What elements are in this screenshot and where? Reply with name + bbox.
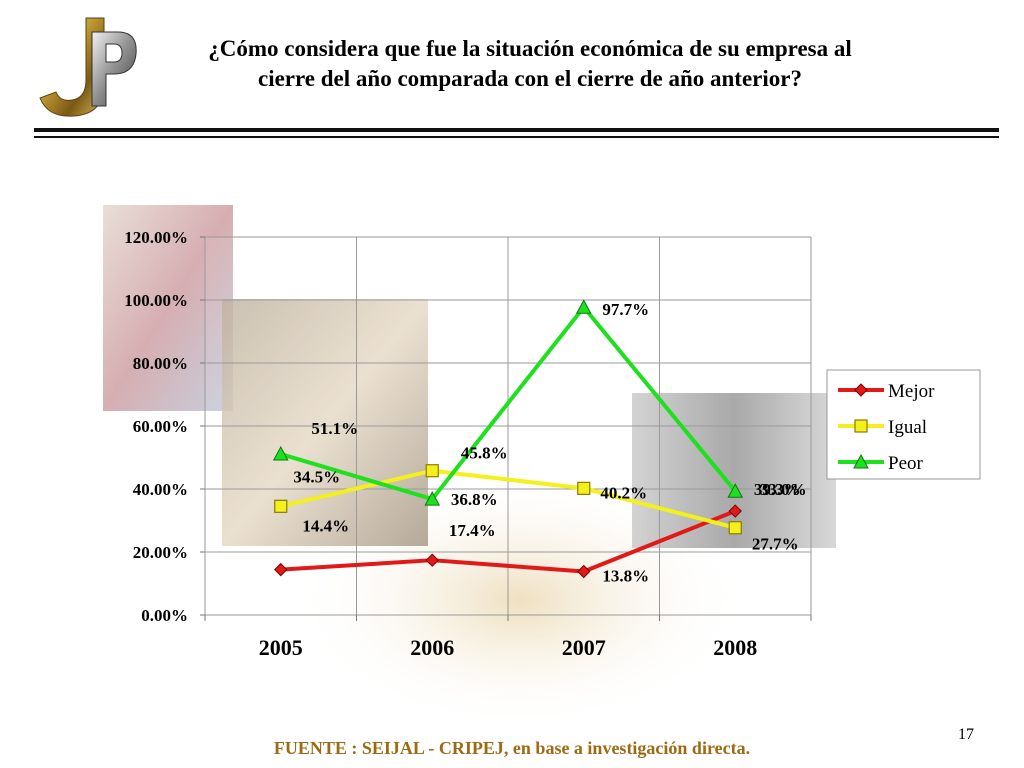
slide-title-line-1: ¿Cómo considera que fue la situación eco… bbox=[208, 36, 852, 61]
x-tick-label: 2008 bbox=[713, 635, 757, 660]
data-point-igual bbox=[728, 521, 742, 535]
data-label-igual: 34.5% bbox=[293, 467, 340, 486]
chart-gridlines bbox=[204, 236, 812, 616]
legend-label-igual: Igual bbox=[888, 417, 927, 438]
legend-marker-mejor bbox=[854, 383, 868, 397]
data-label-mejor: 13.8% bbox=[602, 567, 649, 586]
data-point-peor bbox=[424, 491, 441, 506]
data-label-peor: 39.3% bbox=[754, 480, 801, 499]
legend-label-peor: Peor bbox=[888, 453, 924, 474]
chart-legend: Mejor Igual Peor bbox=[826, 369, 981, 480]
data-point-peor bbox=[272, 445, 289, 461]
chart-axes: 0.00% 20.00% 40.00% 60.00% 80.00% 100.00% 120.… bbox=[124, 228, 812, 660]
data-point-igual bbox=[577, 481, 591, 495]
data-point-mejor bbox=[577, 564, 591, 579]
chart-series bbox=[272, 299, 744, 579]
source-footer: FUENTE : SEIJAL - CRIPEJ, en base a inve… bbox=[273, 738, 751, 758]
data-point-mejor bbox=[425, 553, 439, 567]
y-tick-label: 100.00% bbox=[124, 291, 188, 310]
data-point-igual bbox=[425, 464, 439, 478]
title-divider-thick bbox=[34, 128, 999, 132]
data-label-mejor: 33.0% bbox=[760, 480, 807, 499]
data-point-igual bbox=[274, 499, 288, 513]
y-tick-label: 40.00% bbox=[133, 480, 188, 499]
jp-logo bbox=[39, 17, 137, 117]
data-label-peor: 97.7% bbox=[602, 300, 649, 319]
legend-label-mejor: Mejor bbox=[888, 381, 935, 402]
legend-marker-igual bbox=[854, 419, 868, 433]
data-label-mejor: 17.4% bbox=[449, 521, 496, 540]
y-tick-label: 20.00% bbox=[133, 543, 188, 562]
data-point-mejor bbox=[274, 562, 288, 577]
chart-data-labels: 14.4% 17.4% 13.8% 33.0% 34.5% 45.8% 40.2% 27.7%… bbox=[293, 300, 806, 585]
x-tick-label: 2005 bbox=[259, 635, 303, 660]
data-label-igual: 45.8% bbox=[461, 444, 508, 463]
legend-marker-peor bbox=[853, 453, 869, 469]
y-tick-label: 0.00% bbox=[141, 606, 188, 625]
data-label-peor: 51.1% bbox=[311, 419, 358, 438]
data-label-igual: 40.2% bbox=[600, 483, 647, 502]
y-tick-label: 60.00% bbox=[133, 417, 188, 436]
x-tick-label: 2007 bbox=[562, 635, 606, 660]
series-line-mejor bbox=[280, 509, 736, 574]
y-tick-label: 80.00% bbox=[133, 354, 188, 373]
title-divider-thin bbox=[34, 136, 999, 138]
data-point-peor bbox=[575, 299, 592, 314]
x-tick-label: 2006 bbox=[410, 635, 454, 660]
slide-title: ¿Cómo considera que fue la situación eco… bbox=[130, 34, 930, 94]
y-tick-label: 120.00% bbox=[124, 228, 188, 247]
background-photo-collage bbox=[103, 205, 836, 730]
series-line-igual bbox=[280, 468, 736, 530]
data-label-igual: 27.7% bbox=[752, 535, 799, 554]
data-point-peor bbox=[727, 483, 744, 498]
slide-number: 17 bbox=[958, 726, 974, 743]
data-label-mejor: 14.4% bbox=[302, 517, 349, 536]
series-line-peor bbox=[280, 305, 737, 502]
data-label-peor: 36.8% bbox=[451, 490, 498, 509]
data-point-mejor bbox=[728, 504, 742, 518]
slide-title-line-2: cierre del año comparada con el cierre d… bbox=[258, 66, 802, 91]
